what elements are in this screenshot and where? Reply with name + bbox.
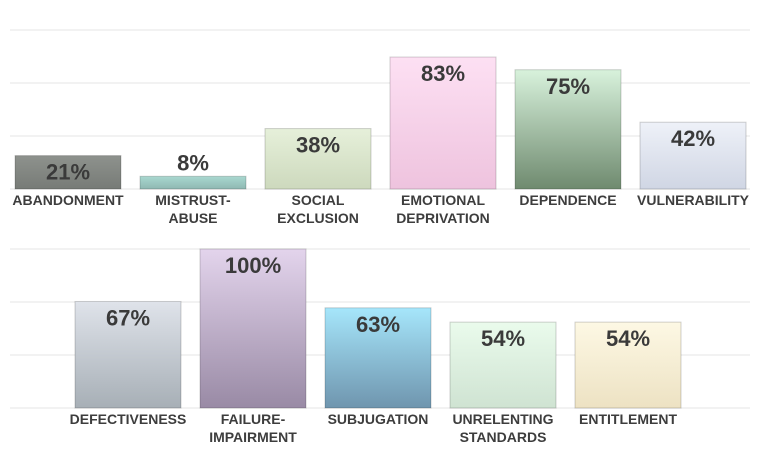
- bar: [199, 248, 307, 409]
- category-label: ABANDONMENT: [12, 192, 124, 208]
- data-label: 54%: [606, 326, 650, 351]
- data-label: 8%: [177, 150, 209, 175]
- bar: [139, 175, 247, 190]
- bar: [449, 321, 557, 409]
- data-label: 67%: [106, 305, 150, 330]
- data-label: 38%: [296, 133, 340, 158]
- bar: [324, 307, 432, 409]
- data-label: 75%: [546, 74, 590, 99]
- category-label: VULNERABILITY: [637, 192, 750, 208]
- category-label: DEPENDENCE: [519, 192, 616, 208]
- category-label: FAILURE-IMPAIRMENT: [209, 411, 297, 445]
- chart-2: 67% DEFECTIVENESS 100% FAILURE-IMPAIRMENT 63…: [10, 248, 750, 445]
- category-label: SUBJUGATION: [328, 411, 429, 427]
- bar: [574, 321, 682, 409]
- bar: [389, 56, 497, 190]
- data-label: 100%: [225, 253, 281, 278]
- data-label: 83%: [421, 61, 465, 86]
- bar: [74, 300, 182, 409]
- data-label: 21%: [46, 160, 90, 185]
- bar: [639, 121, 747, 190]
- category-label: EMOTIONAL DEPRIVATION: [396, 192, 490, 226]
- category-label: MISTRUST-ABUSE: [155, 192, 231, 226]
- category-label: ENTITLEMENT: [579, 411, 677, 427]
- data-label: 54%: [481, 326, 525, 351]
- bar: [264, 128, 372, 190]
- category-label: SOCIAL EXCLUSION: [277, 192, 359, 226]
- data-label: 42%: [671, 126, 715, 151]
- category-label: UNRELENTING STANDARDS: [452, 411, 553, 445]
- bar: [14, 155, 122, 190]
- category-label: DEFECTIVENESS: [70, 411, 187, 427]
- bar: [514, 69, 622, 190]
- data-label: 63%: [356, 312, 400, 337]
- chart-1: 21% ABANDONMENT 8% MISTRUST-ABUSE 38% SOCIAL E…: [10, 29, 750, 226]
